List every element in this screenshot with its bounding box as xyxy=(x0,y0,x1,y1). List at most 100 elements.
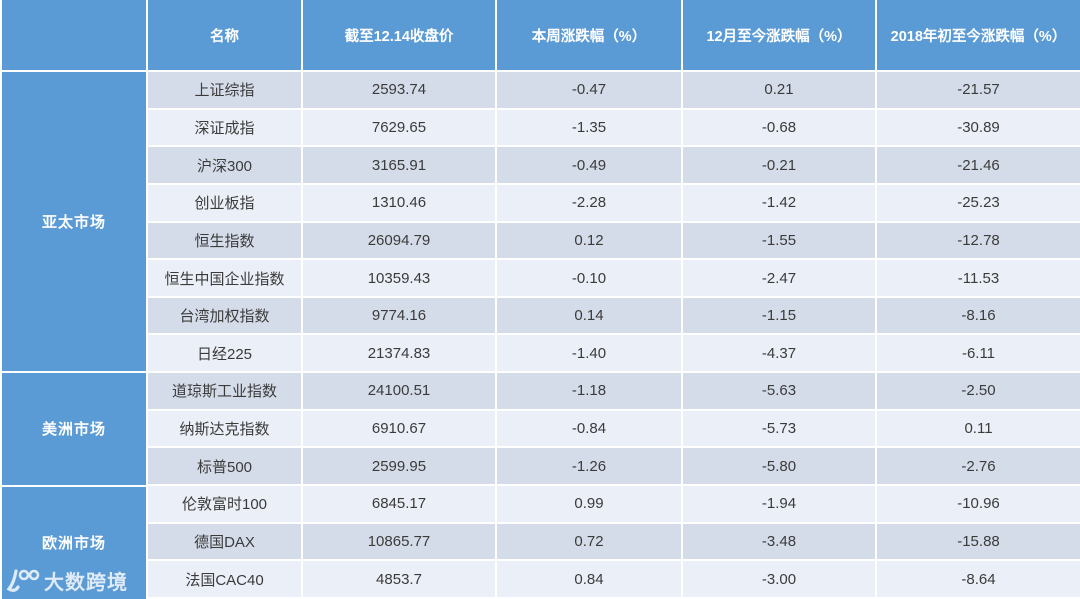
week-change-cell: -0.10 xyxy=(497,260,683,298)
table-main: 名称 截至12.14收盘价 本周涨跌幅（%） 12月至今涨跌幅（%） 2018年… xyxy=(148,0,1080,599)
table-header-row: 名称 截至12.14收盘价 本周涨跌幅（%） 12月至今涨跌幅（%） 2018年… xyxy=(148,0,1080,72)
header-close-price: 截至12.14收盘价 xyxy=(303,0,497,72)
ytd-change-cell: -6.11 xyxy=(877,335,1080,374)
index-name-cell: 伦敦富时100 xyxy=(148,486,303,524)
table-row: 法国CAC40 4853.7 0.84 -3.00 -8.64 xyxy=(148,561,1080,599)
ytd-change-cell: -2.50 xyxy=(877,373,1080,411)
dec-change-cell: -1.94 xyxy=(683,486,877,524)
header-corner-cell xyxy=(2,0,148,72)
watermark: 大数跨境 xyxy=(5,566,128,595)
week-change-cell: -0.47 xyxy=(497,72,683,110)
ytd-change-cell: -2.76 xyxy=(877,448,1080,487)
index-name-cell: 道琼斯工业指数 xyxy=(148,373,303,411)
week-change-cell: 0.99 xyxy=(497,486,683,524)
index-name-cell: 恒生中国企业指数 xyxy=(148,260,303,298)
group-label: 欧洲市场 xyxy=(41,535,106,553)
close-price-cell: 2599.95 xyxy=(303,448,497,487)
close-price-cell: 9774.16 xyxy=(303,297,497,336)
ytd-change-cell: -15.88 xyxy=(877,523,1080,562)
index-name-cell: 德国DAX xyxy=(148,523,303,562)
week-change-cell: 0.84 xyxy=(497,561,683,599)
index-name-cell: 法国CAC40 xyxy=(148,561,303,599)
market-group-column: 亚太市场 美洲市场 欧洲市场 大数跨境 xyxy=(2,0,148,599)
dec-change-cell: -1.42 xyxy=(683,184,877,223)
ytd-change-cell: -8.16 xyxy=(877,297,1080,336)
index-name-cell: 上证综指 xyxy=(148,72,303,110)
week-change-cell: 0.72 xyxy=(497,523,683,562)
brand-text: 大数跨境 xyxy=(44,572,128,594)
group-block-europe: 欧洲市场 xyxy=(2,486,148,599)
table-body: 上证综指 2593.74 -0.47 0.21 -21.57 深证成指 7629… xyxy=(148,72,1080,599)
close-price-cell: 21374.83 xyxy=(303,335,497,374)
week-change-cell: -0.49 xyxy=(497,147,683,185)
dec-change-cell: -2.47 xyxy=(683,260,877,298)
dec-change-cell: -5.80 xyxy=(683,448,877,487)
table-row: 日经225 21374.83 -1.40 -4.37 -6.11 xyxy=(148,335,1080,374)
ytd-change-cell: -12.78 xyxy=(877,222,1080,261)
close-price-cell: 10359.43 xyxy=(303,260,497,298)
week-change-cell: -0.84 xyxy=(497,410,683,449)
week-change-cell: -1.40 xyxy=(497,335,683,374)
close-price-cell: 6845.17 xyxy=(303,486,497,524)
dec-change-cell: -4.37 xyxy=(683,335,877,374)
index-name-cell: 恒生指数 xyxy=(148,222,303,261)
close-price-cell: 6910.67 xyxy=(303,410,497,449)
index-name-cell: 深证成指 xyxy=(148,109,303,148)
dec-change-cell: -5.73 xyxy=(683,410,877,449)
table-row: 创业板指 1310.46 -2.28 -1.42 -25.23 xyxy=(148,184,1080,223)
header-week-change: 本周涨跌幅（%） xyxy=(497,0,683,72)
close-price-cell: 26094.79 xyxy=(303,222,497,261)
ytd-change-cell: -30.89 xyxy=(877,109,1080,148)
close-price-cell: 7629.65 xyxy=(303,109,497,148)
index-name-cell: 创业板指 xyxy=(148,184,303,223)
ytd-change-cell: -21.57 xyxy=(877,72,1080,110)
close-price-cell: 4853.7 xyxy=(303,561,497,599)
index-name-cell: 纳斯达克指数 xyxy=(148,410,303,449)
week-change-cell: -2.28 xyxy=(497,184,683,223)
group-block-asia-pacific: 亚太市场 xyxy=(2,72,148,373)
ytd-change-cell: -25.23 xyxy=(877,184,1080,223)
dec-change-cell: -1.15 xyxy=(683,297,877,336)
dec-change-cell: -3.00 xyxy=(683,561,877,599)
week-change-cell: -1.26 xyxy=(497,448,683,487)
close-price-cell: 24100.51 xyxy=(303,373,497,411)
week-change-cell: 0.12 xyxy=(497,222,683,261)
table-row: 恒生中国企业指数 10359.43 -0.10 -2.47 -11.53 xyxy=(148,260,1080,298)
header-ytd-change: 2018年初至今涨跌幅（%） xyxy=(877,0,1080,72)
table-row: 恒生指数 26094.79 0.12 -1.55 -12.78 xyxy=(148,222,1080,261)
close-price-cell: 2593.74 xyxy=(303,72,497,110)
table-row: 德国DAX 10865.77 0.72 -3.48 -15.88 xyxy=(148,523,1080,562)
group-label: 美洲市场 xyxy=(41,421,106,439)
close-price-cell: 3165.91 xyxy=(303,147,497,185)
table-row: 沪深300 3165.91 -0.49 -0.21 -21.46 xyxy=(148,147,1080,185)
table-row: 伦敦富时100 6845.17 0.99 -1.94 -10.96 xyxy=(148,486,1080,524)
week-change-cell: -1.18 xyxy=(497,373,683,411)
group-label: 亚太市场 xyxy=(41,213,106,231)
ytd-change-cell: -11.53 xyxy=(877,260,1080,298)
table-row: 纳斯达克指数 6910.67 -0.84 -5.73 0.11 xyxy=(148,410,1080,449)
table-row: 深证成指 7629.65 -1.35 -0.68 -30.89 xyxy=(148,109,1080,148)
dec-change-cell: -5.63 xyxy=(683,373,877,411)
ytd-change-cell: 0.11 xyxy=(877,410,1080,449)
ytd-change-cell: -21.46 xyxy=(877,147,1080,185)
dec-change-cell: -1.55 xyxy=(683,222,877,261)
ytd-change-cell: -10.96 xyxy=(877,486,1080,524)
index-name-cell: 标普500 xyxy=(148,448,303,487)
table-row: 台湾加权指数 9774.16 0.14 -1.15 -8.16 xyxy=(148,297,1080,336)
ytd-change-cell: -8.64 xyxy=(877,561,1080,599)
dec-change-cell: -0.21 xyxy=(683,147,877,185)
close-price-cell: 1310.46 xyxy=(303,184,497,223)
close-price-cell: 10865.77 xyxy=(303,523,497,562)
week-change-cell: -1.35 xyxy=(497,109,683,148)
index-name-cell: 日经225 xyxy=(148,335,303,374)
week-change-cell: 0.14 xyxy=(497,297,683,336)
dec-change-cell: 0.21 xyxy=(683,72,877,110)
table-row: 标普500 2599.95 -1.26 -5.80 -2.76 xyxy=(148,448,1080,487)
dec-change-cell: -0.68 xyxy=(683,109,877,148)
brand-logo-icon xyxy=(6,568,40,592)
index-name-cell: 台湾加权指数 xyxy=(148,297,303,336)
index-name-cell: 沪深300 xyxy=(148,147,303,185)
group-block-americas: 美洲市场 xyxy=(2,372,148,487)
table-row: 上证综指 2593.74 -0.47 0.21 -21.57 xyxy=(148,72,1080,110)
